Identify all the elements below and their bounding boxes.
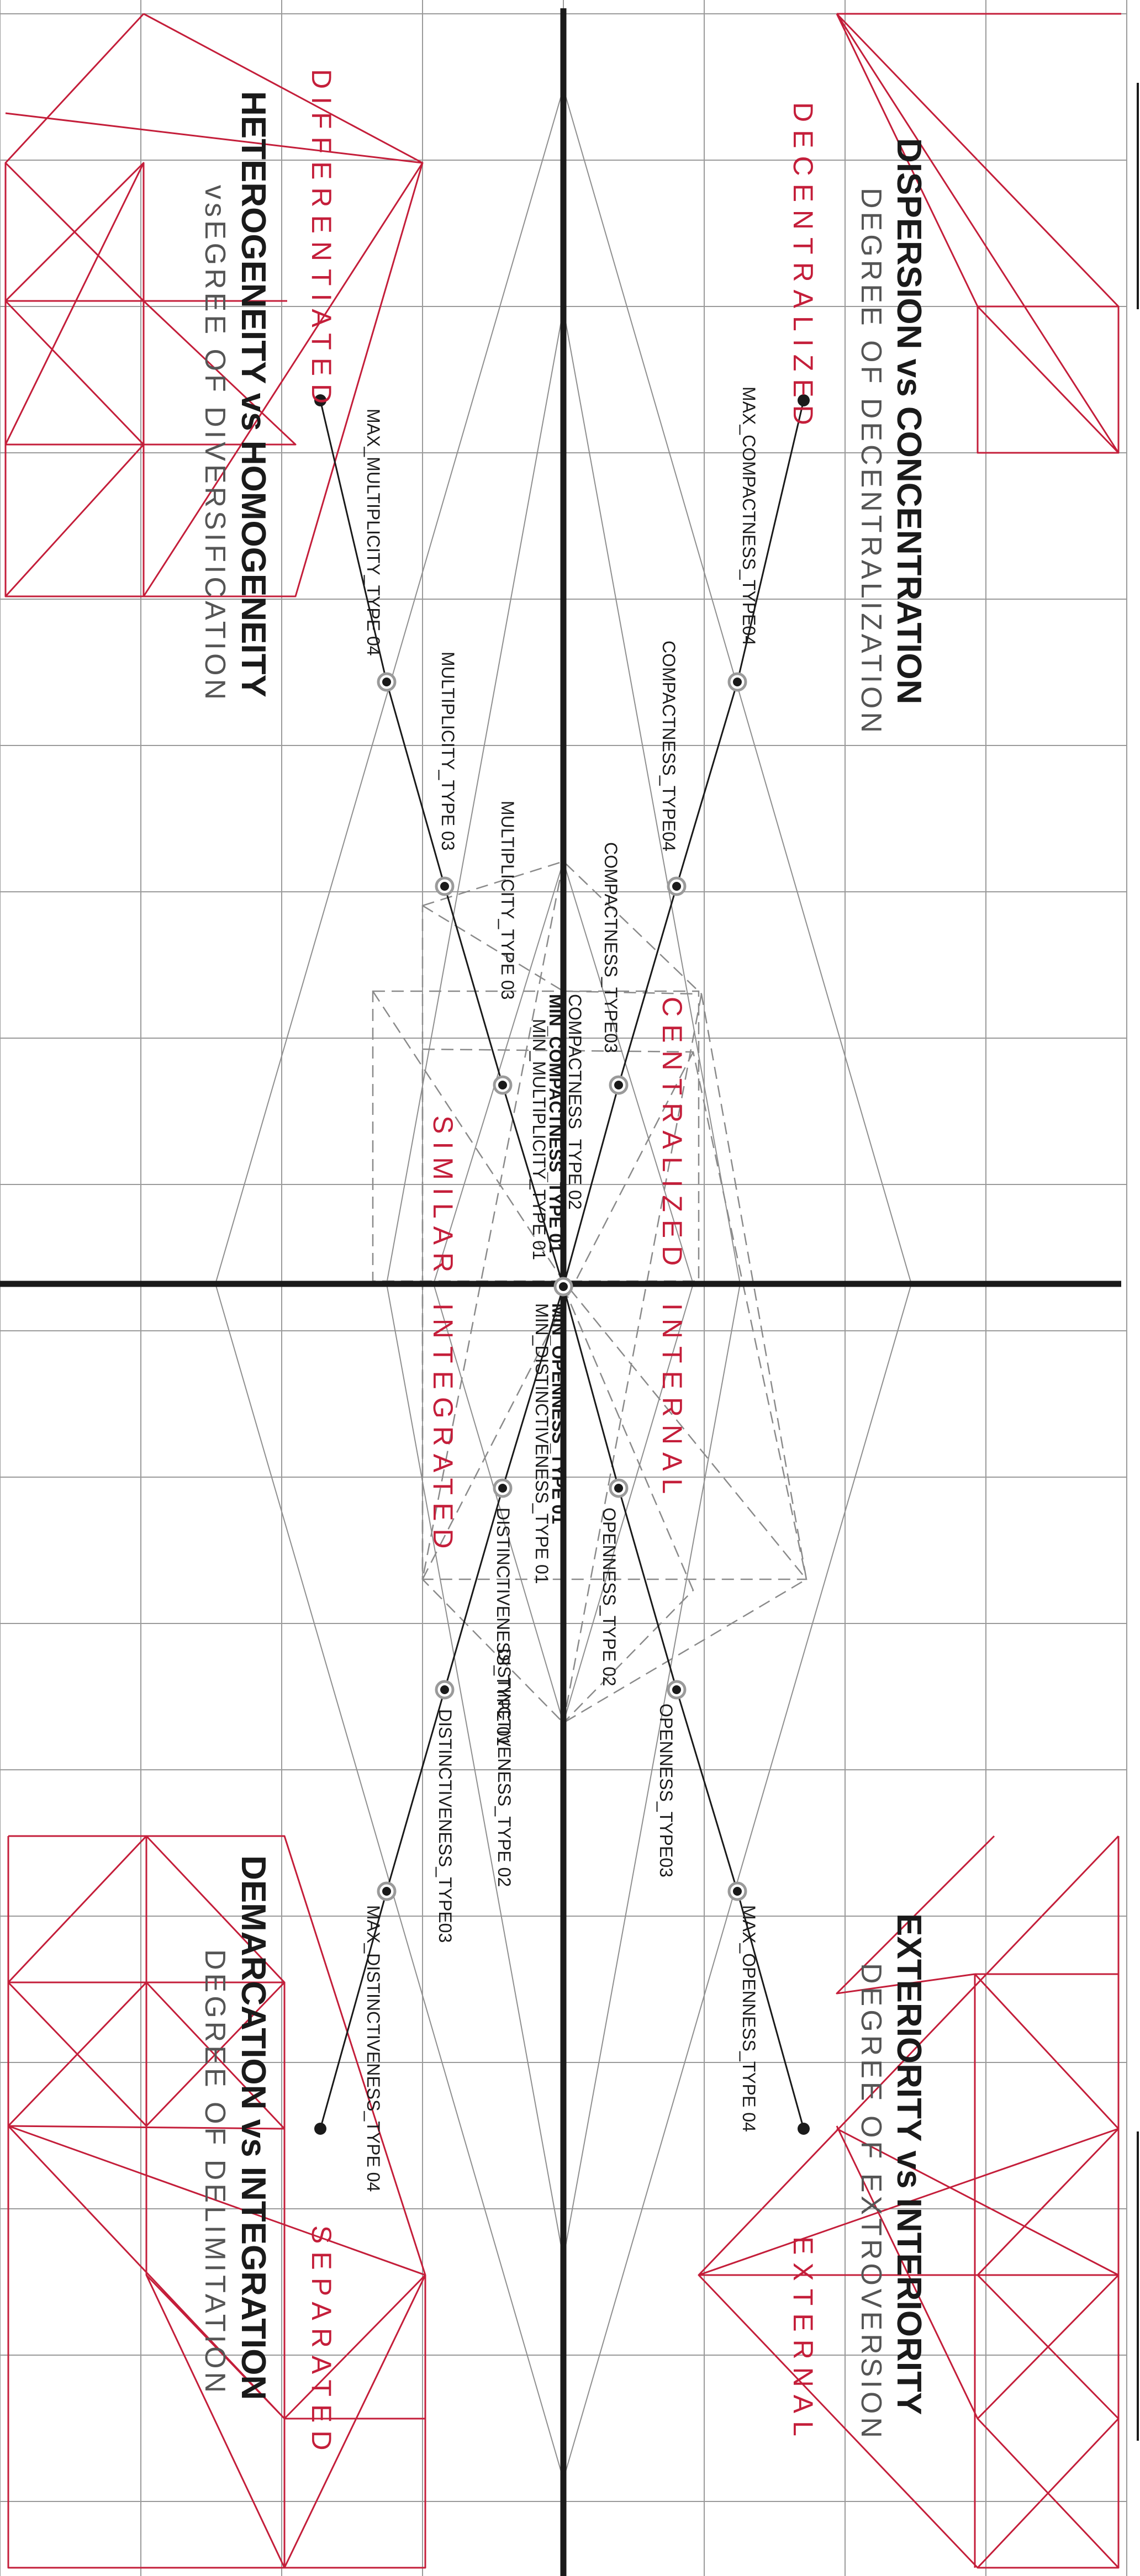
node-group-distinctiveness xyxy=(314,1478,513,2135)
subtitle-bottom-right: DEGREE OF EXTROVERSION xyxy=(855,1963,887,2441)
subtitle-top-left: vsEGREE OF DIVERSIFICATION xyxy=(199,185,231,703)
label-min-openness: MIN_OPENNESS_TYPE 01 xyxy=(548,1303,568,1524)
node-distinctiveness-type02-core xyxy=(498,1484,507,1493)
keyword-integrated: INTEGRATED xyxy=(428,1303,458,1557)
node-openness-type02-core xyxy=(614,1484,623,1493)
quadrant-titles: DISPERSION vs CONCENTRATION DEGREE OF DE… xyxy=(199,91,928,2441)
subtitle-bottom-left: DEGREE OF DELIMITATION xyxy=(199,1949,231,2396)
title-top-right: DISPERSION vs CONCENTRATION xyxy=(890,138,928,704)
node-distinctiveness-type04-core xyxy=(382,1887,391,1896)
label-distinctiveness-type01: DISTINCTIVENESS_TYPE 01 xyxy=(493,1507,513,1746)
keyword-differentiated: DIFFERENTIATED xyxy=(306,69,337,411)
label-multiplicity-type02: MULTIPLICITY_TYPE 03 xyxy=(498,801,518,999)
node-openness-type03-core xyxy=(672,1685,681,1694)
title-top-left: HETEROGENEITY vs HOMOGENEITY xyxy=(234,91,272,697)
keyword-decentralized: DECENTRALIZED xyxy=(788,102,819,433)
wireframe-top-right xyxy=(836,13,1121,454)
dashed-polygons xyxy=(372,860,808,1724)
node-compactness-type02-core xyxy=(614,1081,623,1089)
node-max-multiplicity xyxy=(314,394,326,406)
node-compactness-type04-core xyxy=(733,678,742,686)
measurement-nodes xyxy=(314,394,810,2135)
title-bottom-right: EXTERIORITY vs INTERIORITY xyxy=(890,1913,928,2415)
node-multiplicity-type03-core xyxy=(440,882,449,891)
label-compactness-type03: COMPACTNESS_TYPE03 xyxy=(601,842,621,1053)
dashed-shape-5 xyxy=(422,904,699,1723)
subtitle-top-right: DEGREE OF DECENTRALIZATION xyxy=(855,188,887,736)
node-max-distinctiveness xyxy=(314,2123,326,2135)
label-max-distinctiveness: MAX_DISTINCTIVENESS_TYPE 04 xyxy=(363,1905,383,2192)
label-openness-type03: OPENNESS_TYPE03 xyxy=(656,1704,676,1877)
label-multiplicity-type03: MULTIPLICITY_TYPE 03 xyxy=(438,652,458,850)
node-center-core xyxy=(559,1282,568,1291)
node-compactness-type03-core xyxy=(672,882,681,891)
red-wireframes xyxy=(4,13,1121,2569)
label-openness-type02: OPENNESS_TYPE 02 xyxy=(599,1507,619,1686)
keyword-external: EXTERNAL xyxy=(788,2236,819,2444)
node-distinctiveness-type03-core xyxy=(440,1685,449,1694)
node-labels: MAX_COMPACTNESS_TYPE04 COMPACTNESS_TYPE0… xyxy=(363,387,759,2192)
node-openness-type04-core xyxy=(733,1887,742,1896)
label-max-compactness: MAX_COMPACTNESS_TYPE04 xyxy=(739,387,759,646)
node-group-multiplicity xyxy=(314,394,513,1095)
keyword-internal: INTERNAL xyxy=(657,1303,688,1501)
dashed-shape-3 xyxy=(421,1048,808,1580)
wireframe-top-left xyxy=(4,13,424,597)
label-distinctiveness-type02: DISTINCTIVENESS_TYPE 02 xyxy=(494,1648,514,1887)
wireframe-bottom-right xyxy=(698,1835,1120,2569)
node-multiplicity-type04-core xyxy=(382,678,391,686)
keyword-separated: SEPARATED xyxy=(306,2225,337,2458)
node-max-openness xyxy=(798,2123,810,2135)
label-min-multiplicity: MIN_MULTIPLICITY_TYPE 01 xyxy=(529,1019,549,1260)
node-group-openness xyxy=(609,1478,810,2135)
quadrant-keywords: DECENTRALIZED CENTRALIZED DIFFERENTIATED… xyxy=(306,69,819,2458)
wireframe-bottom-left xyxy=(7,1835,426,2569)
label-max-openness: MAX_OPENNESS_TYPE 04 xyxy=(739,1905,759,2132)
keyword-similar: SIMILAR xyxy=(428,1115,458,1280)
node-multiplicity-type02-core xyxy=(498,1081,507,1089)
title-bottom-left: DEMARCATION vs INTEGRATION xyxy=(234,1855,272,2400)
label-compactness-type02: COMPACTNESS_TYPE 02 xyxy=(565,994,585,1210)
node-group-compactness xyxy=(609,394,810,1095)
label-min-distinctiveness: MIN_DISTINCTIVENESS_TYPE 01 xyxy=(532,1303,552,1584)
keyword-centralized: CENTRALIZED xyxy=(657,997,688,1273)
label-min-compactness: MIN_COMPACTNESS_TYPE 01 xyxy=(546,994,566,1253)
label-distinctiveness-type03: DISTINCTIVENESS_TYPE03 xyxy=(435,1709,455,1943)
label-max-multiplicity: MAX_MULTIPLICITY_TYPE 04 xyxy=(363,409,383,656)
label-compactness-type04: COMPACTNESS_TYPE04 xyxy=(659,641,679,851)
node-max-compactness xyxy=(798,394,810,406)
